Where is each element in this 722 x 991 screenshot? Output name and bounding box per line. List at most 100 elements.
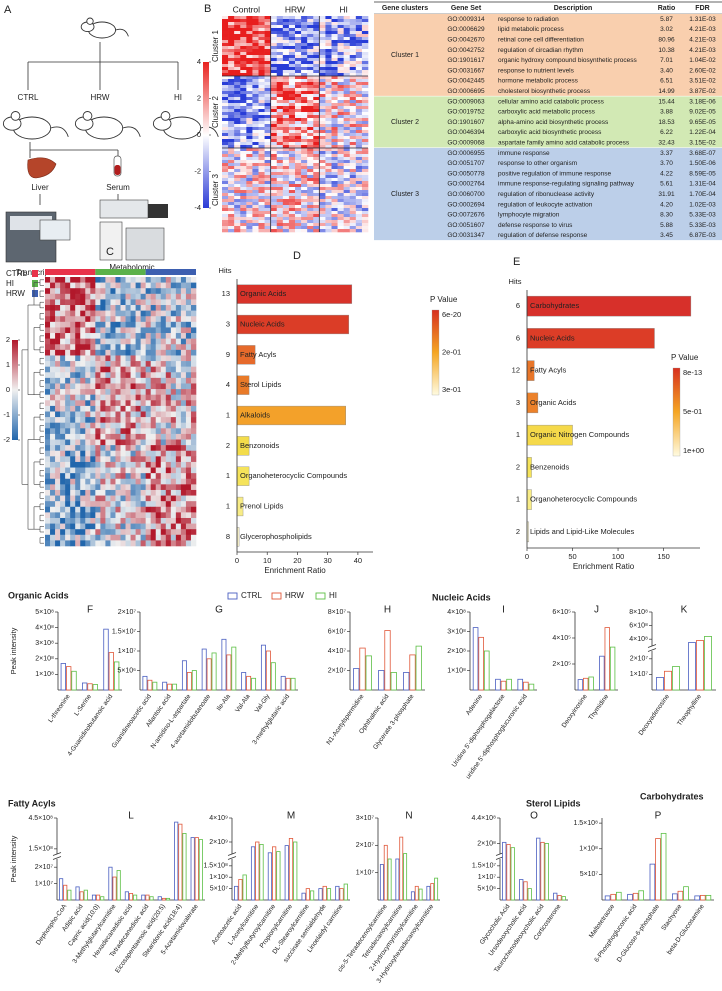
heatmap-cell: [120, 305, 126, 311]
heatmap-cell: [313, 190, 320, 194]
y-tick-label: 1×10⁸: [209, 874, 228, 881]
heatmap-cell: [65, 433, 71, 440]
bar: [234, 885, 239, 901]
heatmap-cell: [228, 103, 235, 107]
heatmap-cell: [313, 22, 320, 26]
colorbar-label: 3e-01: [442, 385, 461, 394]
heatmap-cell: [349, 118, 357, 122]
heatmap-cell: [252, 109, 259, 113]
heatmap-cell: [228, 160, 235, 164]
heatmap-cell: [361, 43, 369, 47]
heatmap-cell: [120, 277, 126, 283]
heatmap-cell: [155, 439, 162, 446]
heatmap-cell: [125, 316, 131, 323]
heatmap-cell: [130, 534, 136, 541]
heatmap-cell: [337, 85, 344, 89]
heatmap-cell: [155, 411, 162, 418]
heatmap-cell: [145, 512, 151, 519]
heatmap-cell: [125, 517, 131, 524]
panel-letter: B: [204, 3, 211, 15]
heatmap-cell: [110, 422, 116, 429]
heatmap-cell: [295, 28, 302, 32]
heatmap-cell: [160, 282, 167, 289]
heatmap-cell: [361, 187, 369, 191]
heatmap-cell: [55, 450, 61, 457]
heatmap-cell: [349, 91, 357, 95]
heatmap-cell: [325, 97, 332, 101]
heatmap-cell: [264, 103, 271, 107]
heatmap-cell: [349, 124, 357, 128]
heatmap-cell: [222, 16, 229, 20]
heatmap-cell: [50, 377, 56, 384]
heatmap-cell: [258, 136, 265, 140]
heatmap-cell: [258, 118, 265, 122]
heatmap-cell: [228, 205, 235, 209]
heatmap-cell: [319, 49, 326, 53]
heatmap-cell: [270, 211, 278, 215]
heatmap-cell: [185, 327, 192, 334]
heatmap-cell: [234, 31, 241, 35]
heatmap-cell: [160, 355, 167, 362]
heatmap-cell: [355, 40, 363, 44]
heatmap-cell: [135, 484, 141, 491]
heatmap-cell: [234, 67, 241, 71]
heatmap-cell: [355, 70, 363, 74]
heatmap-cell: [80, 428, 86, 435]
heatmap-cell: [240, 214, 247, 218]
heatmap-cell: [301, 202, 308, 206]
heatmap-cell: [301, 166, 308, 170]
heatmap-cell: [130, 400, 136, 407]
heatmap-cell: [295, 79, 302, 83]
heatmap-cell: [125, 355, 131, 362]
heatmap-cell: [270, 112, 278, 116]
heatmap-cell: [85, 439, 91, 446]
heatmap-cell: [45, 338, 51, 345]
heatmap-cell: [90, 355, 96, 362]
heatmap-cell: [100, 450, 106, 457]
heatmap-cell: [65, 344, 71, 351]
heatmap-cell: [270, 31, 278, 35]
heatmap-cell: [258, 205, 265, 209]
heatmap-cell: [222, 172, 229, 176]
x-tick-label: 50: [568, 552, 576, 561]
heatmap-cell: [80, 534, 86, 541]
heatmap-cell: [355, 226, 363, 230]
heatmap-cell: [325, 211, 332, 215]
heatmap-cell: [175, 445, 182, 452]
heatmap-cell: [105, 484, 111, 491]
heatmap-cell: [80, 467, 86, 474]
heatmap-cell: [343, 214, 351, 218]
heatmap-cell: [331, 181, 338, 185]
heatmap-cell: [80, 529, 86, 536]
heatmap-cell: [270, 67, 278, 71]
heatmap-cell: [337, 64, 344, 68]
heatmap-cell: [331, 220, 338, 224]
heatmap-cell: [343, 115, 351, 119]
heatmap-cell: [343, 73, 351, 77]
heatmap-cell: [150, 534, 157, 541]
heatmap-cell: [252, 61, 259, 65]
heatmap-cell: [343, 226, 351, 230]
heatmap-cell: [60, 484, 66, 491]
heatmap-cell: [252, 118, 259, 122]
heatmap-cell: [145, 338, 151, 345]
heatmap-cell: [361, 190, 369, 194]
heatmap-cell: [313, 217, 320, 221]
heatmap-cell: [165, 489, 172, 496]
heatmap-cell: [185, 489, 192, 496]
heatmap-cell: [140, 411, 146, 418]
heatmap-cell: [331, 151, 338, 155]
heatmap-cell: [319, 178, 326, 182]
heatmap-cell: [100, 400, 106, 407]
heatmap-cell: [190, 461, 197, 468]
table-cell: 18.53: [658, 119, 675, 126]
bar: [152, 681, 158, 691]
heatmap-cell: [331, 25, 338, 29]
heatmap-cell: [349, 193, 357, 197]
heatmap-cell: [288, 196, 296, 200]
heatmap-cell: [319, 121, 326, 125]
heatmap-cell: [252, 34, 259, 38]
y-tick-label: 2×10⁷: [328, 667, 347, 674]
heatmap-cell: [165, 316, 172, 323]
